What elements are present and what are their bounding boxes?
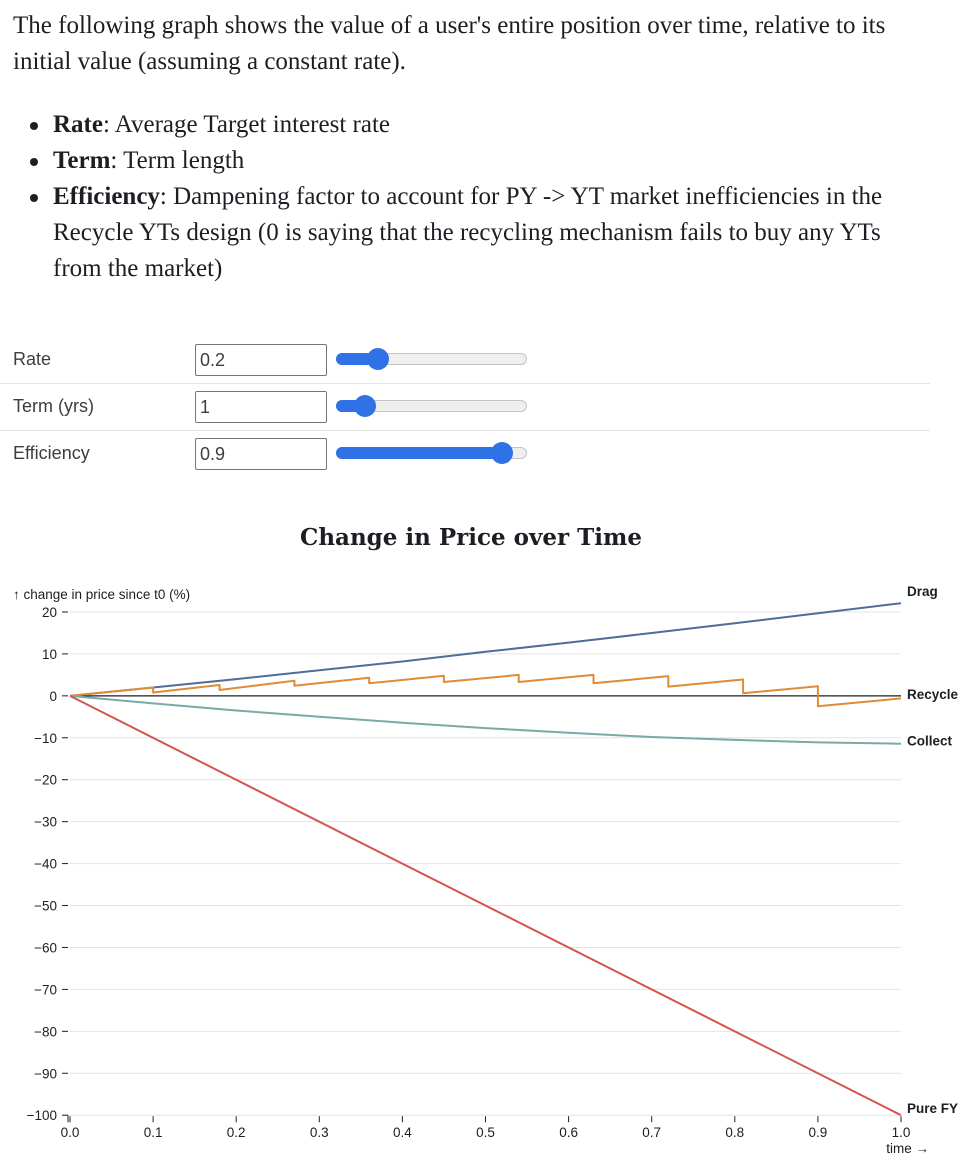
slider-thumb[interactable] [491,442,514,464]
y-tick-label: −80 [34,1024,57,1039]
y-axis-label: ↑ change in price since t0 (%) [13,587,190,602]
chart-title: Change in Price over Time [300,524,642,551]
y-tick-label: −70 [34,982,57,997]
control-row-rate: Rate [0,337,930,384]
efficiency-label: Efficiency [13,443,90,463]
gridlines [70,611,901,1116]
series-label-recycle: Recycle [907,687,959,702]
y-tick-label: −50 [34,899,57,914]
efficiency-slider[interactable] [336,442,527,464]
term-efficiency: Efficiency [53,183,160,210]
slider-thumb[interactable] [367,348,390,370]
y-tick-label: 10 [42,647,57,662]
x-tick-label: 0.7 [642,1125,661,1140]
x-tick-label: 0.1 [144,1125,163,1140]
desc-term: : Term length [110,147,245,174]
price-change-chart: ↑ change in price since t0 (%) time → 20… [13,584,959,1156]
term-rate: Rate [53,111,103,138]
intro-paragraph: The following graph shows the value of a… [13,12,886,75]
list-item-efficiency: Efficiency: Dampening factor to account … [0,179,930,287]
x-tick-label: 0.2 [227,1125,246,1140]
control-row-term: Term (yrs) [0,384,930,431]
x-axis-label: time → [886,1141,929,1156]
series-lines [69,602,902,1117]
rate-label: Rate [13,349,52,369]
efficiency-input[interactable] [195,438,327,470]
list-item-rate: Rate: Average Target interest rate [0,107,930,143]
y-tick-label: −30 [34,815,57,830]
x-tick-label: 0.0 [61,1125,80,1140]
y-tick-label: 20 [42,605,57,620]
y-tick-label: −40 [34,857,57,872]
control-row-efficiency: Efficiency [0,431,930,477]
series-label-collect: Collect [907,734,953,749]
term-term: Term [53,147,111,174]
y-axis: 20 10 0 −10 −20 −30 −40 −50 −60 −70 −80 −90 −100 [27,605,69,1123]
y-tick-label: −10 [34,731,57,746]
series-line-pure-fy [69,695,902,1117]
slider-thumb[interactable] [353,395,376,417]
series-line-recycle [69,673,902,708]
y-tick-label: −20 [34,773,57,788]
desc-efficiency: : Dampening factor to account for PY -> … [53,183,883,282]
x-tick-label: 0.8 [725,1125,744,1140]
slider-fill [336,447,503,459]
rate-slider[interactable] [336,348,527,370]
series-line-drag [69,602,902,697]
x-tick-label: 0.3 [310,1125,329,1140]
controls-form: Rate Term (yrs) Efficiency [0,337,930,477]
x-tick-label: 0.9 [809,1125,828,1140]
x-axis: 0.0 0.1 0.2 0.3 0.4 0.5 0.6 0.7 0.8 0.9 1.0 [61,1116,911,1140]
x-tick-label: 1.0 [892,1125,911,1140]
y-tick-label: −100 [27,1108,57,1123]
series-label-drag: Drag [907,584,938,599]
term-slider[interactable] [336,395,527,417]
x-tick-label: 0.6 [559,1125,578,1140]
rate-input[interactable] [195,344,327,376]
x-tick-label: 0.5 [476,1125,495,1140]
term-label: Term (yrs) [13,396,94,416]
y-tick-label: −60 [34,940,57,955]
parameter-list: Rate: Average Target interest rate Term:… [0,107,930,287]
y-tick-label: −90 [34,1066,57,1081]
series-labels: Drag Recycle Collect Pure FY [907,584,959,1116]
desc-rate: : Average Target interest rate [102,111,390,138]
y-tick-label: 0 [49,689,57,704]
series-label-pure-fy: Pure FY [907,1101,958,1116]
term-input[interactable] [195,391,327,423]
list-item-term: Term: Term length [0,143,930,179]
series-line-collect [69,694,902,745]
x-tick-label: 0.4 [393,1125,412,1140]
